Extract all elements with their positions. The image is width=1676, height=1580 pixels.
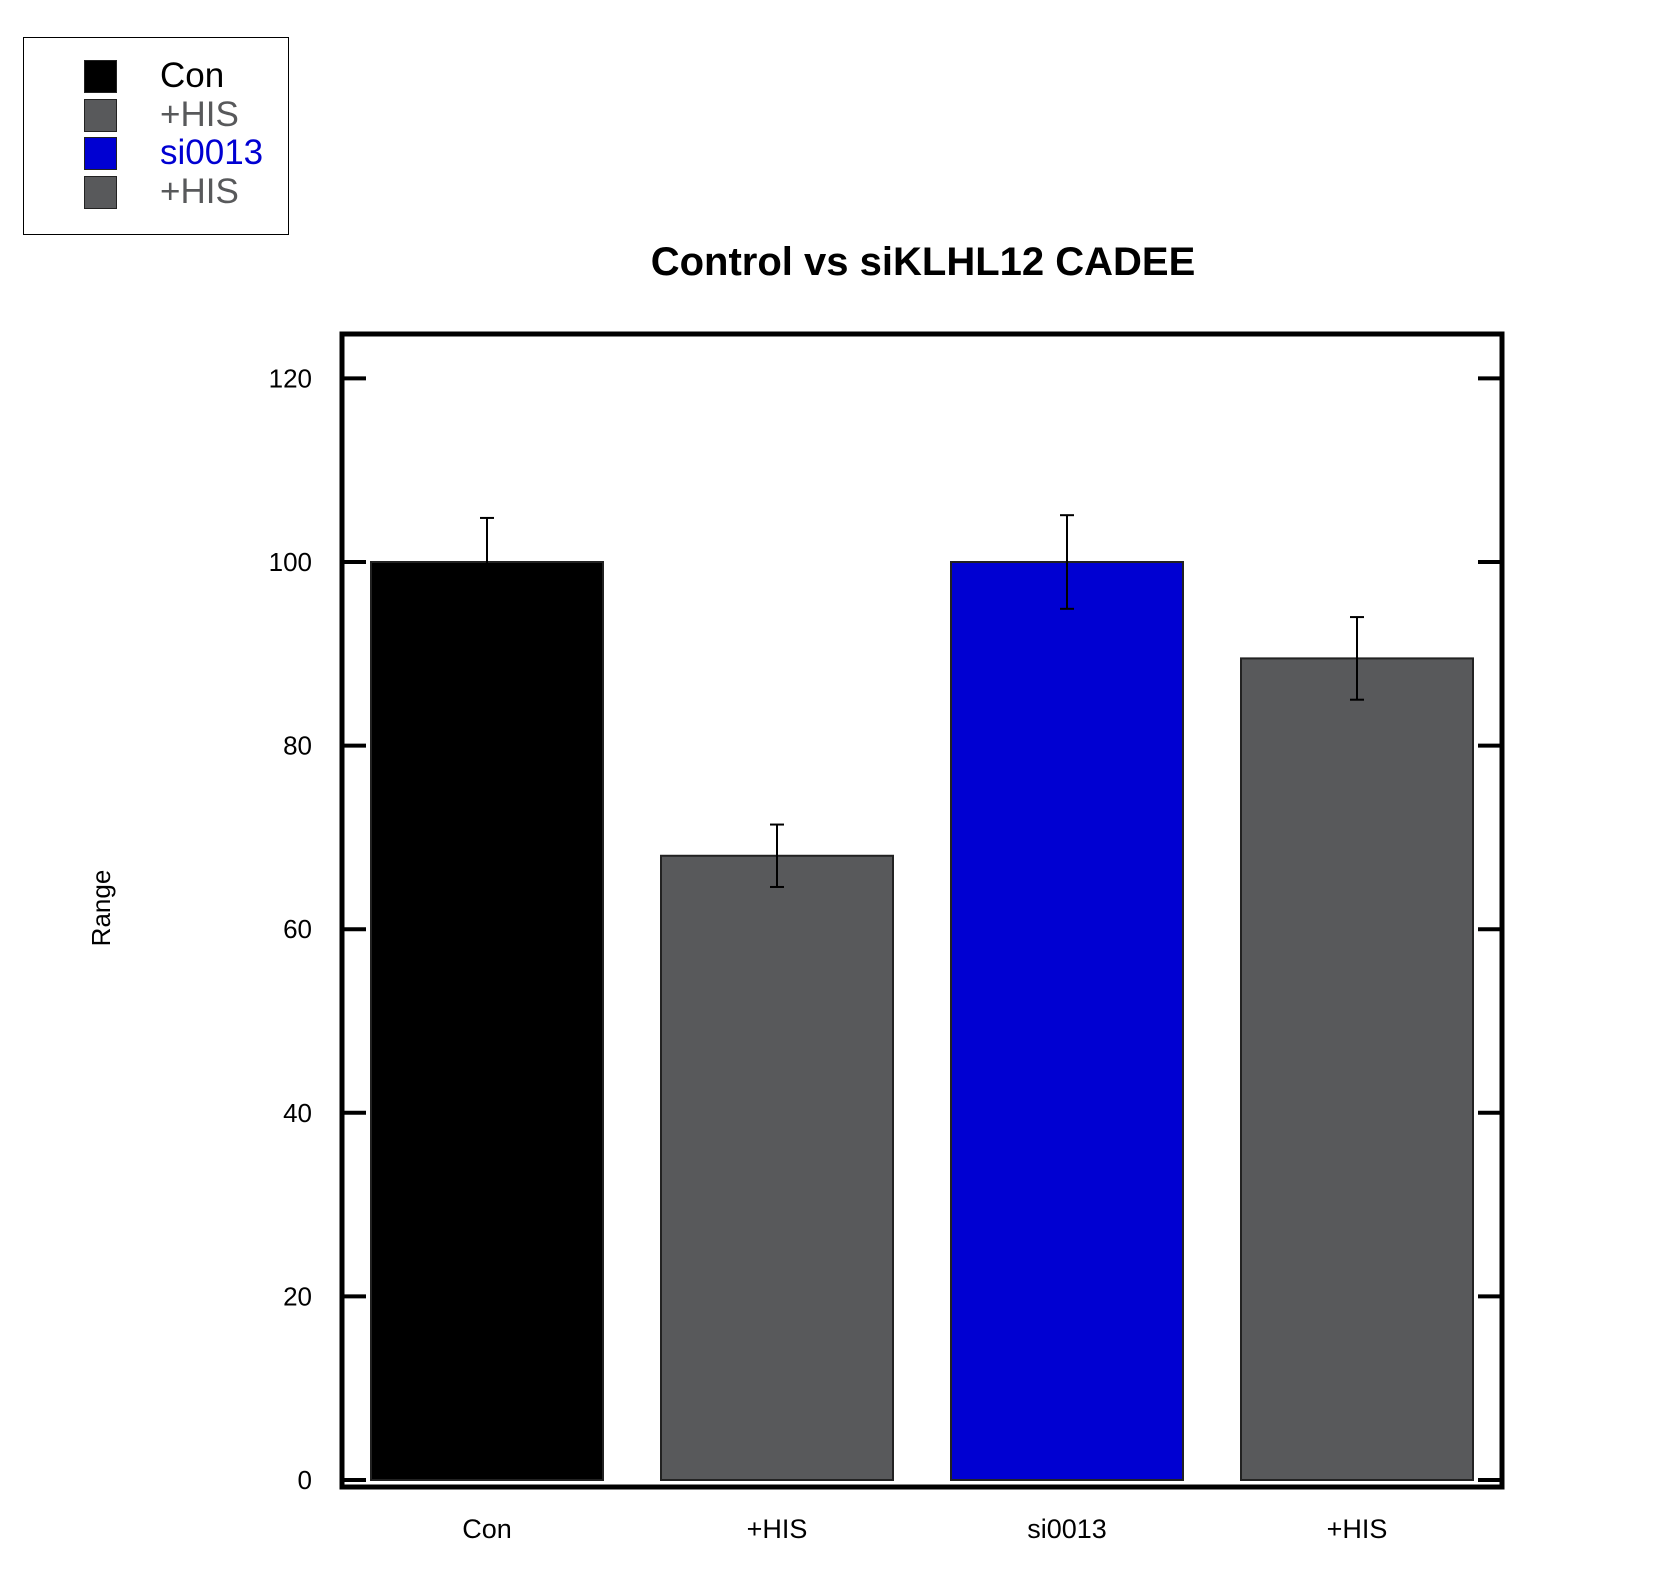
x-tick-label: si0013 — [1027, 1514, 1107, 1544]
error-bars-layer — [480, 514, 1364, 888]
y-tick-label: 80 — [283, 731, 312, 761]
legend-label: +HIS — [160, 172, 239, 211]
x-tick-label: Con — [462, 1514, 512, 1544]
bar — [370, 561, 604, 1481]
y-axis-label: Range — [86, 870, 116, 947]
legend-label: +HIS — [160, 95, 239, 134]
bar — [660, 854, 894, 1481]
legend-item: Con — [84, 58, 224, 94]
legend-label: Con — [160, 56, 225, 95]
legend-label: si0013 — [160, 133, 264, 172]
bar — [950, 561, 1184, 1481]
legend-swatch — [84, 175, 117, 209]
x-tick-label: +HIS — [747, 1514, 808, 1544]
y-tick-label: 0 — [298, 1465, 312, 1495]
legend-item: si0013 — [84, 135, 263, 171]
y-tick-label: 40 — [283, 1098, 312, 1128]
legend: Con +HIS si0013 +HIS — [23, 37, 289, 235]
plot-frame — [339, 331, 1505, 1490]
bar — [1240, 657, 1474, 1481]
bars-layer — [370, 561, 1474, 1481]
legend-swatch — [84, 59, 117, 93]
y-tick-label: 60 — [283, 914, 312, 944]
legend-swatch — [84, 98, 117, 132]
chart-title: Control vs siKLHL12 CADEE — [651, 240, 1196, 284]
x-tick-labels-layer: Con +HIS si0013 +HIS — [462, 1514, 1387, 1544]
legend-swatch — [84, 136, 117, 170]
y-tick-label: 120 — [269, 363, 312, 393]
y-tick-label: 20 — [283, 1281, 312, 1311]
y-tick-label: 100 — [269, 547, 312, 577]
x-tick-label: +HIS — [1327, 1514, 1388, 1544]
y-ticks-layer: 0 20 40 60 80 100 120 — [269, 363, 1502, 1495]
legend-item: +HIS — [84, 174, 239, 210]
legend-item: +HIS — [84, 97, 239, 133]
